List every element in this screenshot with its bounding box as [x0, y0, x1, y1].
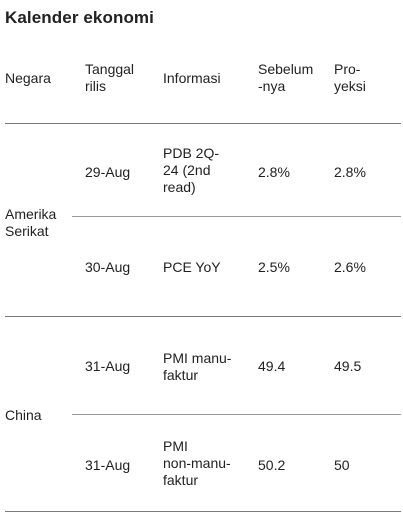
row-before: 2.5%: [258, 259, 290, 275]
country-label: Amerika Serikat: [5, 206, 57, 239]
header-before: Sebelum -nya: [258, 61, 314, 94]
row-info: PMI non-manu- faktur: [163, 438, 231, 488]
table-bottom-divider: [5, 511, 401, 512]
header-date: Tanggal rilis: [85, 61, 135, 94]
row-projection: 50: [334, 457, 350, 473]
row-info: PCE YoY: [163, 259, 221, 275]
row-projection: 2.8%: [334, 164, 366, 180]
row-projection: 2.6%: [334, 259, 366, 275]
group-divider: [5, 316, 401, 317]
row-projection: 49.5: [334, 358, 362, 374]
calendar-title: Kalender ekonomi: [5, 8, 154, 27]
header-projection: Pro- yeksi: [334, 61, 366, 94]
row-date: 29-Aug: [85, 164, 131, 180]
row-info: PDB 2Q- 24 (2nd read): [163, 145, 220, 195]
row-date: 30-Aug: [85, 259, 131, 275]
header-divider: [5, 123, 401, 124]
country-label: China: [5, 407, 42, 423]
row-info: PMI manu- faktur: [163, 350, 232, 383]
header-info: Informasi: [163, 70, 221, 86]
row-before: 49.4: [258, 358, 286, 374]
row-before: 2.8%: [258, 164, 290, 180]
row-divider: [72, 414, 401, 415]
row-divider: [72, 216, 401, 217]
row-date: 31-Aug: [85, 358, 131, 374]
header-country: Negara: [5, 70, 51, 86]
row-before: 50.2: [258, 457, 286, 473]
row-date: 31-Aug: [85, 457, 131, 473]
